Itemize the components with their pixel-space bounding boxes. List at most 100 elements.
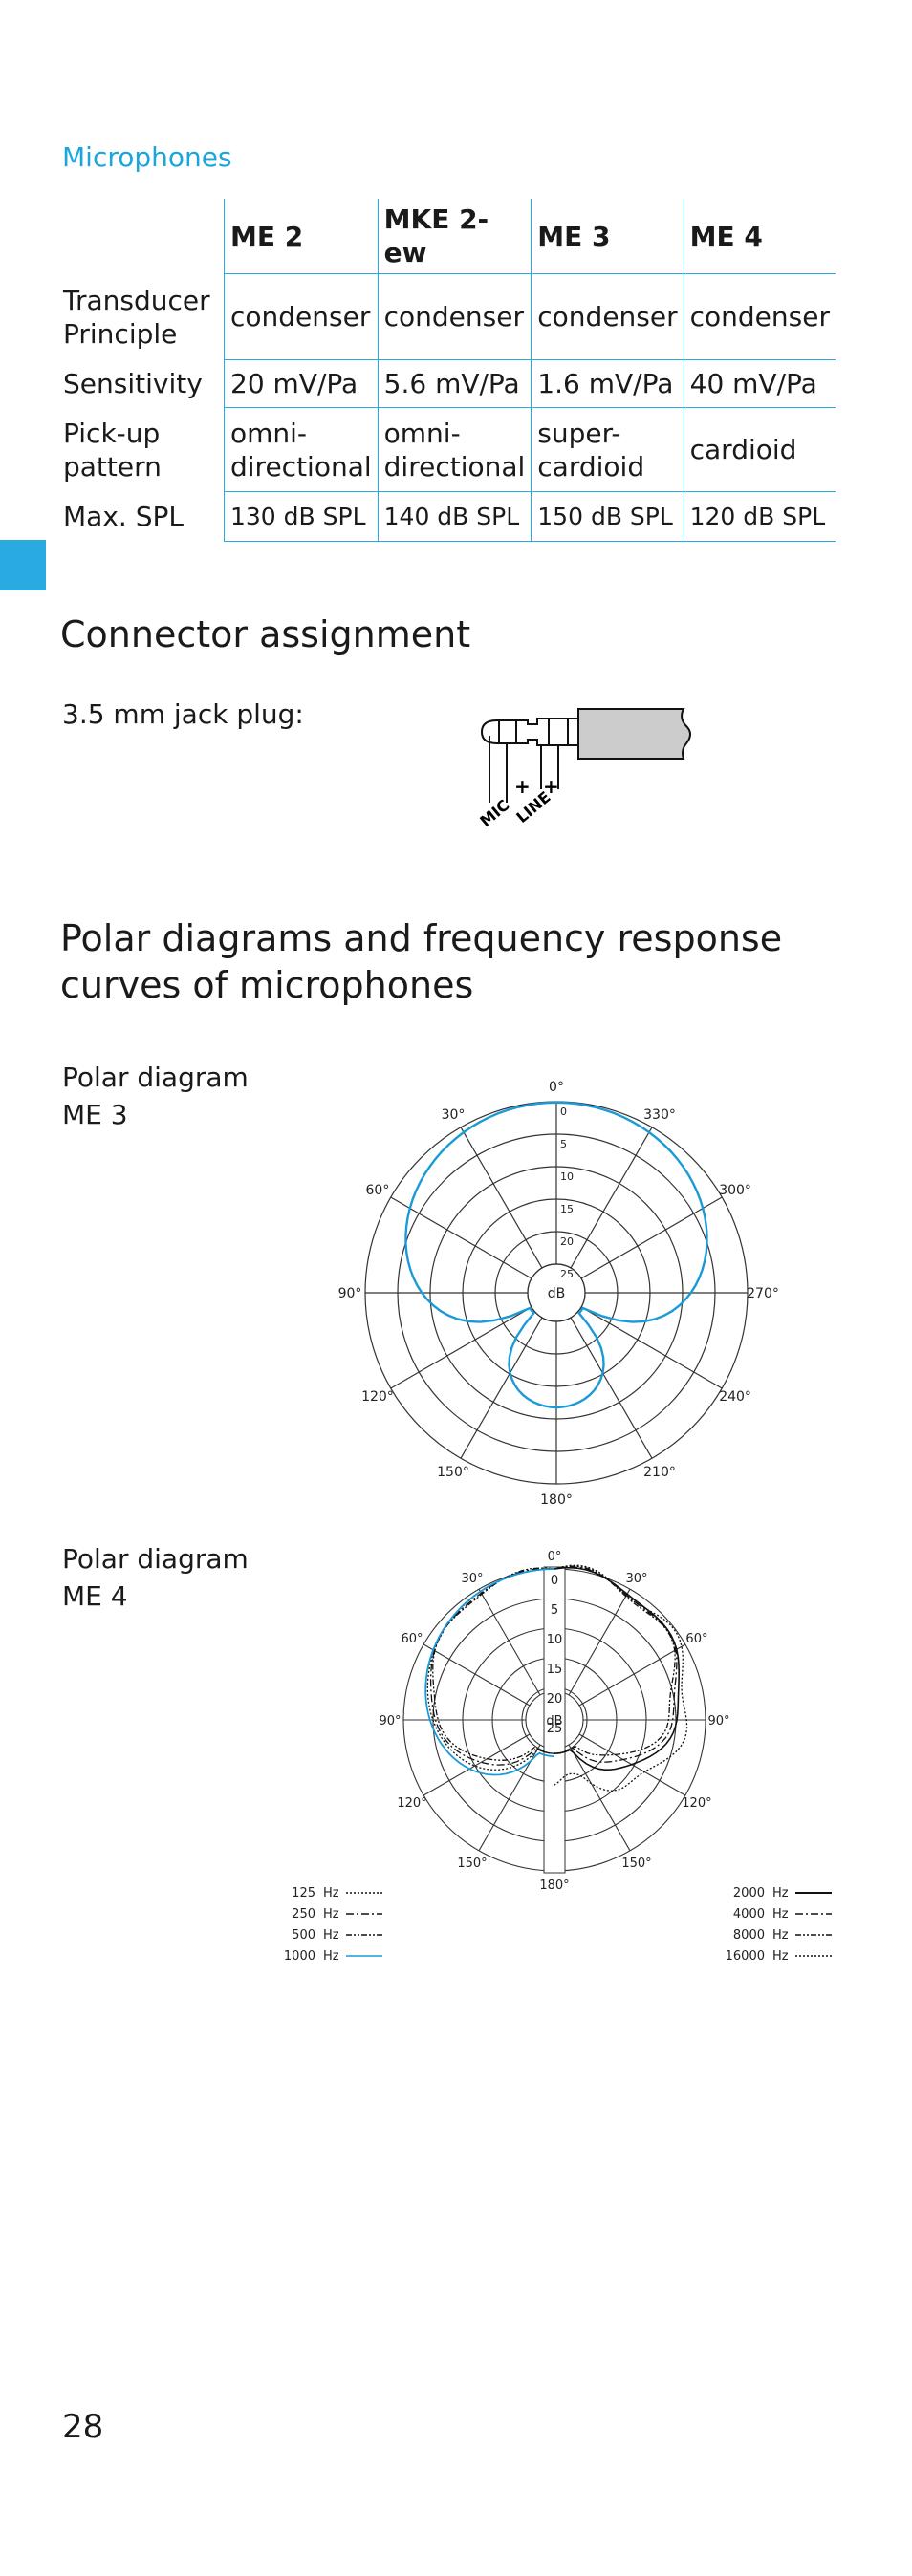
- page-number: 28: [62, 2408, 104, 2446]
- curve-250hz: [429, 1567, 555, 1766]
- db-tick-label: 0: [560, 1106, 567, 1118]
- angle-label: 0°: [548, 1550, 562, 1564]
- legend-freq: 500: [292, 1928, 315, 1943]
- legend-unit: Hz: [323, 1928, 339, 1943]
- angle-label: 120°: [361, 1389, 394, 1405]
- angle-label: 300°: [719, 1183, 751, 1198]
- grid-spoke: [568, 1744, 631, 1852]
- legend-unit: Hz: [772, 1907, 789, 1921]
- db-tick-label: 5: [551, 1603, 558, 1618]
- chapter-tab-marker: [0, 540, 46, 590]
- db-tick-label: 25: [547, 1722, 563, 1736]
- table-cell: condenser: [683, 273, 836, 360]
- grid-spoke: [570, 1317, 653, 1459]
- polar-heading-line2: curves of microphones: [60, 964, 474, 1007]
- row-label: Transducer Principle: [63, 284, 210, 350]
- legend-unit: Hz: [772, 1949, 789, 1964]
- db-tick-label: 5: [560, 1138, 567, 1150]
- angle-label: 30°: [461, 1572, 483, 1586]
- table-cell: 150 dB SPL: [531, 491, 684, 542]
- angle-label: 60°: [402, 1632, 423, 1646]
- curve-2000hz: [554, 1566, 681, 1771]
- angle-label: 30°: [625, 1572, 647, 1586]
- angle-label: 240°: [719, 1389, 751, 1405]
- legend-freq: 250: [292, 1907, 315, 1921]
- table-cell: cardioid: [683, 407, 836, 492]
- table-cell: omni-directional: [224, 407, 379, 492]
- column-header: ME 2: [224, 199, 379, 274]
- grid-spoke: [460, 1317, 543, 1459]
- curve-500hz: [432, 1567, 555, 1761]
- legend-freq: 2000: [733, 1886, 765, 1900]
- polar-diagram-me3: 0° 30° 330° 60° 300° 90° 270° 120° 240° 150° 210° 1…: [338, 1080, 779, 1508]
- table-cell: 1.6 mV/Pa: [531, 359, 684, 408]
- curve-16000hz: [554, 1564, 688, 1792]
- legend-freq: 1000: [284, 1949, 315, 1964]
- db-tick-label: 10: [560, 1170, 574, 1183]
- row-label: Pick-up pattern: [63, 417, 162, 483]
- grid-spoke: [478, 1588, 541, 1696]
- jack-plug-diagram: + + MIC LINE: [476, 708, 691, 830]
- column-header: ME 3: [531, 199, 684, 274]
- legend-freq: 8000: [733, 1928, 765, 1943]
- connector-heading: Connector assignment: [60, 613, 471, 655]
- table-cell: condenser: [531, 273, 684, 360]
- grid-spoke: [390, 1306, 532, 1389]
- angle-label: 180°: [540, 1492, 573, 1508]
- angle-label: 150°: [621, 1857, 651, 1871]
- legend-freq: 125: [292, 1886, 315, 1900]
- table-cell: 20 mV/Pa: [224, 359, 379, 408]
- db-tick-label: 20: [547, 1692, 563, 1707]
- db-center-label: dB: [546, 1714, 562, 1728]
- grid-spoke: [570, 1127, 653, 1269]
- table-header-row: ME 2 MKE 2-ew ME 3 ME 4: [57, 199, 836, 274]
- legend-unit: Hz: [323, 1886, 339, 1900]
- db-tick-label: 0: [551, 1574, 558, 1588]
- angle-label: 60°: [366, 1183, 390, 1198]
- center-strip: [543, 1566, 566, 1874]
- db-tick-label: 15: [560, 1203, 574, 1215]
- table-cell: condenser: [224, 273, 379, 360]
- angle-label: 150°: [457, 1857, 487, 1871]
- db-tick-label: 25: [560, 1268, 574, 1280]
- angle-label: 270°: [747, 1286, 779, 1301]
- grid-spoke: [580, 1196, 723, 1279]
- legend-unit: Hz: [772, 1928, 789, 1943]
- table-cell: 140 dB SPL: [377, 491, 532, 542]
- column-header: ME 4: [683, 199, 836, 274]
- angle-label: 90°: [338, 1286, 362, 1301]
- angle-label: 210°: [643, 1465, 676, 1480]
- table-cell: super-cardioid: [531, 407, 684, 492]
- curve-8000hz: [554, 1565, 676, 1756]
- plus-sign-line: +: [543, 775, 559, 798]
- jack-plug-label: 3.5 mm jack plug:: [62, 698, 304, 730]
- polar-diagram-me4: 0° 30° 30° 60° 60° 90° 90° 120° 120° 150° 150° 180°…: [284, 1550, 832, 1964]
- table-cell: 5.6 mV/Pa: [377, 359, 532, 408]
- table-cell: 120 dB SPL: [683, 491, 836, 542]
- legend-unit: Hz: [323, 1907, 339, 1921]
- polar-heading: Polar diagrams and frequency response cu…: [60, 915, 782, 1010]
- angle-label: 120°: [397, 1796, 426, 1811]
- angle-label: 90°: [707, 1714, 729, 1728]
- table-cell: condenser: [377, 273, 532, 360]
- polar-me3-label: Polar diagram ME 3: [62, 1062, 249, 1131]
- table-row: Pick-up pattern omni-directional omni-di…: [57, 407, 836, 492]
- column-header: MKE 2-ew: [377, 199, 532, 274]
- legend-unit: Hz: [772, 1886, 789, 1900]
- curve-125hz: [426, 1568, 555, 1771]
- grid-spoke: [578, 1643, 686, 1707]
- curve-1000hz: [424, 1568, 555, 1776]
- grid-spoke: [423, 1733, 531, 1796]
- db-tick-label: 10: [547, 1633, 563, 1647]
- table-cell: 40 mV/Pa: [683, 359, 836, 408]
- table-cell: omni-directional: [377, 407, 532, 492]
- section-title: Microphones: [62, 141, 232, 173]
- legend-freq: 16000: [726, 1949, 765, 1964]
- plus-sign-mic: +: [514, 775, 531, 798]
- polar-me4-label: Polar diagram ME 4: [62, 1543, 249, 1613]
- angle-label: 60°: [685, 1632, 707, 1646]
- angle-label: 90°: [379, 1714, 401, 1728]
- db-tick-label: 20: [560, 1235, 574, 1248]
- db-center-label: dB: [548, 1286, 566, 1301]
- db-tick-label: 15: [547, 1663, 563, 1677]
